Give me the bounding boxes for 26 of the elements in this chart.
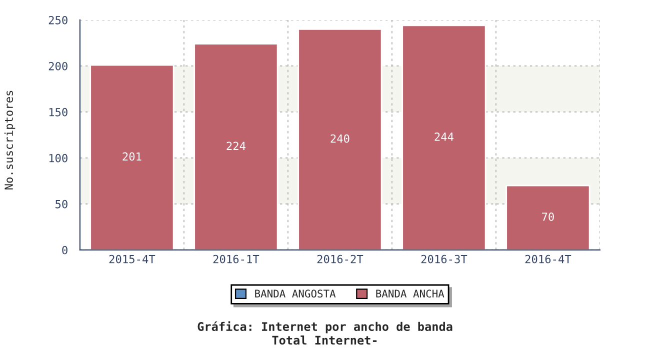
y-tick-label: 150 (49, 108, 68, 116)
x-tick-label: 2015-4T (109, 254, 156, 264)
bar (194, 43, 278, 250)
data-label: 70 (542, 212, 554, 221)
data-label: 244 (434, 132, 454, 141)
x-tick-label: 2016-1T (213, 254, 260, 264)
data-label: 240 (330, 134, 350, 143)
text: Total Internet- (272, 336, 377, 345)
bar (90, 64, 174, 250)
legend-label: BANDA ANGOSTA (255, 290, 336, 298)
text: BANDA ANCHA (376, 290, 444, 298)
y-tick-label: 0 (62, 246, 68, 254)
x-tick-label: 2016-2T (317, 254, 364, 264)
data-label: 224 (226, 142, 246, 150)
y-tick-label: 250 (48, 16, 68, 24)
data-label: 201 (122, 152, 142, 161)
x-tick-label: 2016-3T (421, 254, 468, 264)
bar (506, 184, 590, 250)
bar (402, 24, 486, 250)
y-tick-label: 50 (56, 200, 68, 208)
y-tick-label: 100 (49, 154, 68, 162)
x-tick-label: 2016-4T (525, 254, 572, 264)
y-tick-label: 200 (48, 62, 68, 70)
y-axis-title: No.suscriptores (4, 90, 16, 190)
text: Gráfica: Internet por ancho de banda (198, 321, 452, 334)
bar (298, 28, 382, 250)
